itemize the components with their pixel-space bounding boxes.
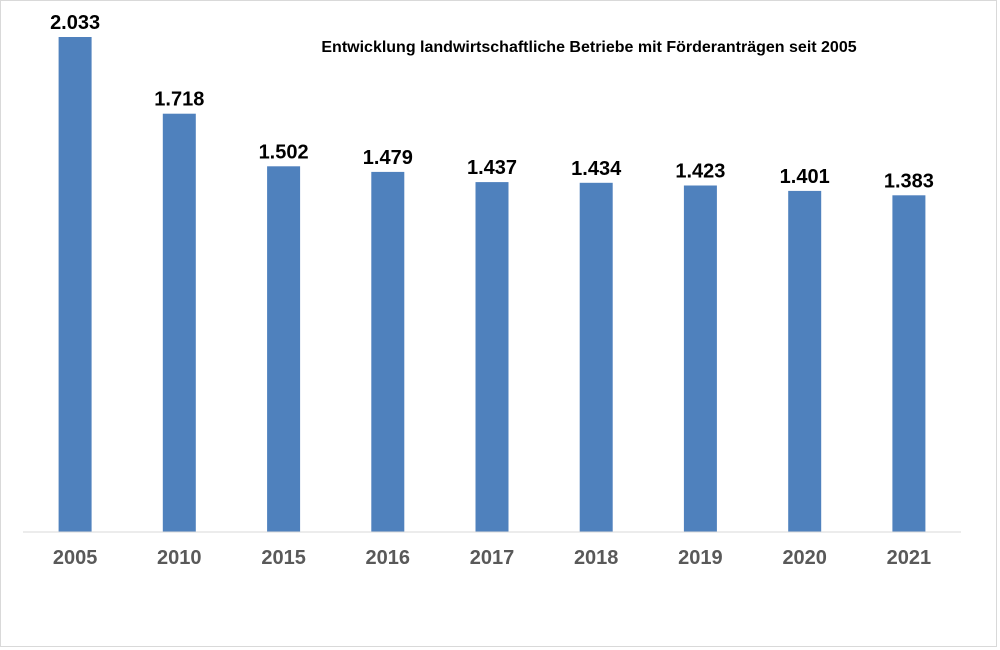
bar-2021 xyxy=(892,195,926,533)
x-tick-label-2010: 2010 xyxy=(157,547,202,569)
chart-title: Entwicklung landwirtschaftliche Betriebe… xyxy=(321,39,856,56)
data-label-2018: 1.434 xyxy=(571,158,622,180)
bar-2018 xyxy=(579,182,613,533)
x-tick-labels-group: 2005 2010 2015 2016 2017 2018 2019 2020 2021 xyxy=(53,547,931,569)
data-label-2015: 1.502 xyxy=(259,141,309,163)
x-tick-label-2021: 2021 xyxy=(887,547,932,569)
data-label-2017: 1.437 xyxy=(467,157,517,179)
bar-2015 xyxy=(267,166,301,533)
data-label-2016: 1.479 xyxy=(363,147,413,169)
bar-2005 xyxy=(58,37,92,532)
bar-2017 xyxy=(475,182,509,532)
x-tick-label-2019: 2019 xyxy=(678,547,723,569)
x-tick-label-2020: 2020 xyxy=(782,547,827,569)
bar-2016 xyxy=(371,171,405,532)
data-label-2021: 1.383 xyxy=(884,170,934,192)
bar-2020 xyxy=(788,190,822,532)
data-label-2005: 2.033 xyxy=(50,12,100,34)
data-label-2020: 1.401 xyxy=(780,166,830,188)
data-labels-group: 2.033 1.718 1.502 1.479 1.437 1.434 1.423 1.401… xyxy=(50,12,934,192)
x-tick-label-2015: 2015 xyxy=(261,547,306,569)
x-tick-label-2017: 2017 xyxy=(470,547,515,569)
x-tick-label-2016: 2016 xyxy=(366,547,411,569)
x-tick-label-2005: 2005 xyxy=(53,547,98,569)
bar-2010 xyxy=(162,113,196,532)
x-tick-label-2018: 2018 xyxy=(574,547,619,569)
data-label-2010: 1.718 xyxy=(154,89,204,111)
bars-group xyxy=(58,37,926,533)
data-label-2019: 1.423 xyxy=(675,161,725,183)
bar-2019 xyxy=(683,185,717,532)
